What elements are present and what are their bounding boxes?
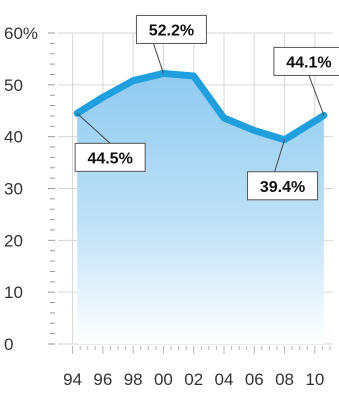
y-axis-ticks: 0 10 20 30 40 50 60%	[4, 24, 38, 354]
x-tick-label: 94	[63, 370, 82, 389]
data-point	[253, 129, 256, 132]
annotation-callout: 44.5%	[74, 112, 146, 172]
y-tick-label: 40	[4, 128, 23, 147]
callout-pointer	[152, 43, 164, 74]
y-tick-label: 30	[4, 180, 23, 199]
y-tick-label: 50	[4, 76, 23, 95]
callout-box	[273, 46, 339, 76]
x-tick-label: 96	[93, 370, 112, 389]
x-tick-label: 06	[245, 370, 264, 389]
y-tick-label: 60%	[4, 24, 38, 43]
y-tick-label: 20	[4, 231, 23, 250]
callout-label: 44.1%	[286, 54, 331, 71]
y-tick-label: 0	[4, 335, 13, 354]
callout-pointer	[274, 139, 286, 172]
x-tick-label: 02	[184, 370, 203, 389]
callout-box	[74, 142, 146, 172]
callout-label: 44.5%	[87, 150, 132, 167]
y-tick-label: 10	[4, 283, 23, 302]
annotation-callout: 52.2%	[135, 14, 207, 74]
data-point	[101, 96, 104, 99]
data-point	[192, 75, 195, 78]
x-axis-ticks: 94 96 98 00 02 04 06 08 10	[63, 370, 324, 389]
area-fill	[77, 73, 324, 345]
annotation-callout: 39.4%	[247, 139, 319, 201]
data-point	[222, 117, 225, 120]
annotations: 44.5% 52.2% 39.4% 44.1%	[74, 14, 339, 201]
callout-box	[135, 14, 207, 44]
x-tick-label: 10	[305, 370, 324, 389]
x-tick-label: 08	[275, 370, 294, 389]
annotation-callout: 44.1%	[273, 46, 339, 116]
x-tick-label: 98	[124, 370, 143, 389]
x-tick-label: 00	[154, 370, 173, 389]
x-tick-label: 04	[215, 370, 234, 389]
area-shape	[77, 73, 324, 345]
callout-pointer	[76, 112, 111, 144]
callout-box	[247, 171, 319, 201]
callout-label: 39.4%	[260, 179, 305, 196]
data-point	[132, 79, 135, 82]
callout-pointer	[308, 75, 325, 116]
callout-label: 52.2%	[149, 22, 194, 39]
